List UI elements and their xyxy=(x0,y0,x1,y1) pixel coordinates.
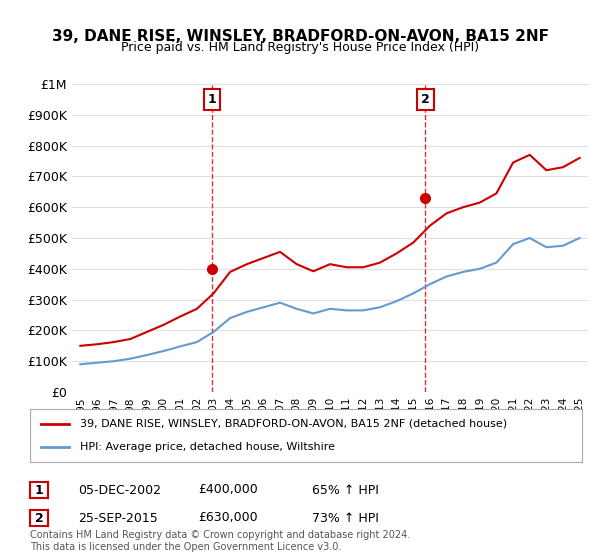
Text: 05-DEC-2002: 05-DEC-2002 xyxy=(78,483,161,497)
Text: Contains HM Land Registry data © Crown copyright and database right 2024.
This d: Contains HM Land Registry data © Crown c… xyxy=(30,530,410,552)
Text: 25-SEP-2015: 25-SEP-2015 xyxy=(78,511,158,525)
Text: 2: 2 xyxy=(35,511,43,525)
Text: 39, DANE RISE, WINSLEY, BRADFORD-ON-AVON, BA15 2NF (detached house): 39, DANE RISE, WINSLEY, BRADFORD-ON-AVON… xyxy=(80,419,507,429)
Text: 73% ↑ HPI: 73% ↑ HPI xyxy=(312,511,379,525)
Text: £400,000: £400,000 xyxy=(198,483,258,497)
Text: 2: 2 xyxy=(421,93,430,106)
Text: 1: 1 xyxy=(35,483,43,497)
Text: Price paid vs. HM Land Registry's House Price Index (HPI): Price paid vs. HM Land Registry's House … xyxy=(121,41,479,54)
Text: 39, DANE RISE, WINSLEY, BRADFORD-ON-AVON, BA15 2NF: 39, DANE RISE, WINSLEY, BRADFORD-ON-AVON… xyxy=(52,29,548,44)
Text: 1: 1 xyxy=(208,93,217,106)
Text: £630,000: £630,000 xyxy=(198,511,257,525)
Text: HPI: Average price, detached house, Wiltshire: HPI: Average price, detached house, Wilt… xyxy=(80,442,335,452)
Text: 65% ↑ HPI: 65% ↑ HPI xyxy=(312,483,379,497)
